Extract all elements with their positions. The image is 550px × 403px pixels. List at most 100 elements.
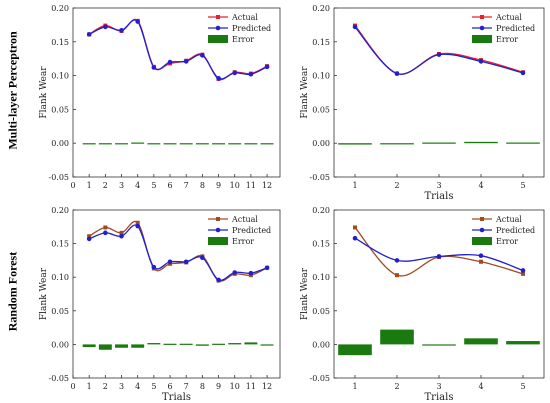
y-tick-label: 0.05 [51, 307, 69, 316]
error-bar [147, 143, 161, 145]
y-tick-label: 0.15 [51, 240, 69, 249]
legend-predicted-label: Predicted [232, 24, 271, 33]
legend-actual-label: Actual [231, 13, 258, 22]
predicted-point [200, 255, 205, 261]
legend-actual-marker [216, 217, 220, 221]
y-tick-label: -0.05 [309, 173, 330, 182]
actual-point [135, 220, 140, 225]
x-tick-label: 2 [394, 382, 399, 391]
actual-point [119, 230, 124, 235]
x-tick-label: 1 [352, 382, 357, 391]
error-bar [195, 143, 209, 145]
x-tick-label: 12 [262, 382, 272, 391]
predicted-point [352, 24, 358, 30]
error-bar [228, 343, 242, 345]
chart-panel-1: -0.050.000.050.100.150.200 1 2 3 4 5 6 7 8 9 10 11 1… [39, 4, 281, 190]
x-tick-label: 11 [246, 181, 256, 190]
predicted-point [183, 259, 189, 265]
predicted-point [167, 259, 173, 265]
chart-panel-3: -0.050.000.050.100.150.200 1 2 3 4 5 6 7 8 9 10 11 1… [39, 206, 281, 403]
plot-frame [72, 209, 281, 379]
predicted-point [135, 223, 140, 229]
predicted-point [232, 270, 238, 275]
predicted-point [478, 253, 484, 258]
x-tick-label: 3 [436, 181, 441, 190]
x-tick-label: 1 [87, 181, 92, 190]
predicted-point [86, 236, 92, 242]
error-bar [380, 143, 414, 145]
predicted-point [232, 70, 238, 76]
legend-actual-marker [216, 15, 220, 19]
chart-panel-2: -0.05 0.00 0.05 0.10 0.15 0.20 1 2 3 4 5 Flank Wear… [300, 4, 545, 202]
y-axis-label: Flank Wear [39, 66, 49, 119]
y-tick-label: 0.10 [312, 273, 330, 282]
x-axis-label: Trials [425, 191, 454, 202]
y-tick-label: -0.05 [48, 173, 69, 182]
error-bar [228, 143, 242, 145]
legend-predicted-marker [479, 227, 485, 233]
predicted-point [103, 230, 108, 236]
legend-predicted-label: Predicted [232, 226, 271, 235]
legend-error-swatch [472, 35, 492, 43]
error-bar [147, 343, 161, 345]
x-tick-label: 5 [151, 181, 156, 190]
x-tick-label: 8 [200, 181, 205, 190]
legend-error-label: Error [496, 237, 518, 246]
y-tick-label: 0.15 [51, 38, 69, 47]
error-bar [98, 143, 112, 145]
predicted-point [216, 76, 221, 81]
error-bar [115, 143, 128, 145]
y-tick-label: 0.05 [51, 105, 69, 114]
legend-actual-marker [480, 15, 484, 19]
predicted-point [216, 277, 221, 283]
error-bar [131, 344, 145, 348]
x-tick-label: 3 [119, 181, 124, 190]
y-tick-label: -0.05 [309, 374, 330, 383]
predicted-point [478, 59, 484, 64]
legend-actual-label: Actual [495, 13, 522, 22]
predicted-point [135, 19, 140, 24]
y-tick-label: 0.15 [312, 240, 330, 249]
x-tick-label: 4 [478, 181, 483, 190]
legend-predicted-label: Predicted [496, 226, 535, 235]
x-tick-label: 6 [167, 382, 172, 391]
error-bar [163, 343, 177, 345]
error-bar [464, 338, 498, 345]
error-bar [422, 142, 456, 144]
predicted-point [119, 233, 124, 239]
actual-point [87, 234, 92, 239]
predicted-point [352, 235, 358, 241]
legend-actual-label: Actual [495, 215, 522, 224]
error-bar [98, 344, 112, 350]
y-tick-label: 0.10 [51, 72, 69, 81]
y-tick-label: 0.20 [51, 206, 69, 215]
x-tick-label: 9 [216, 181, 221, 190]
x-tick-label: 11 [246, 382, 256, 391]
x-axis-label: Trials [162, 392, 191, 403]
y-tick-label: 0.10 [51, 273, 69, 282]
row-label-random-forest: Random Forest [5, 251, 20, 332]
y-axis-label: Flank Wear [39, 267, 49, 320]
legend-predicted-label: Predicted [496, 24, 535, 33]
error-bar [338, 143, 372, 145]
x-tick-label: 5 [151, 382, 156, 391]
predicted-point [436, 254, 442, 259]
y-tick-label: 0.00 [51, 340, 69, 349]
x-tick-label: 6 [167, 181, 172, 190]
legend-error-swatch [208, 35, 228, 43]
y-tick-label: 0.20 [312, 4, 330, 13]
predicted-point [394, 258, 400, 263]
error-bar [195, 344, 209, 346]
error-bar [380, 329, 414, 345]
predicted-point [248, 71, 254, 77]
predicted-point [151, 264, 157, 270]
actual-point [103, 225, 108, 230]
row-label-mlp: Multi-layer Perceptron [5, 31, 20, 150]
error-bar [179, 343, 193, 345]
x-tick-label: 0 [70, 181, 75, 190]
x-tick-label: 9 [216, 382, 221, 391]
error-bar [260, 344, 274, 346]
error-bar [179, 143, 193, 145]
legend-predicted-marker [215, 227, 221, 233]
